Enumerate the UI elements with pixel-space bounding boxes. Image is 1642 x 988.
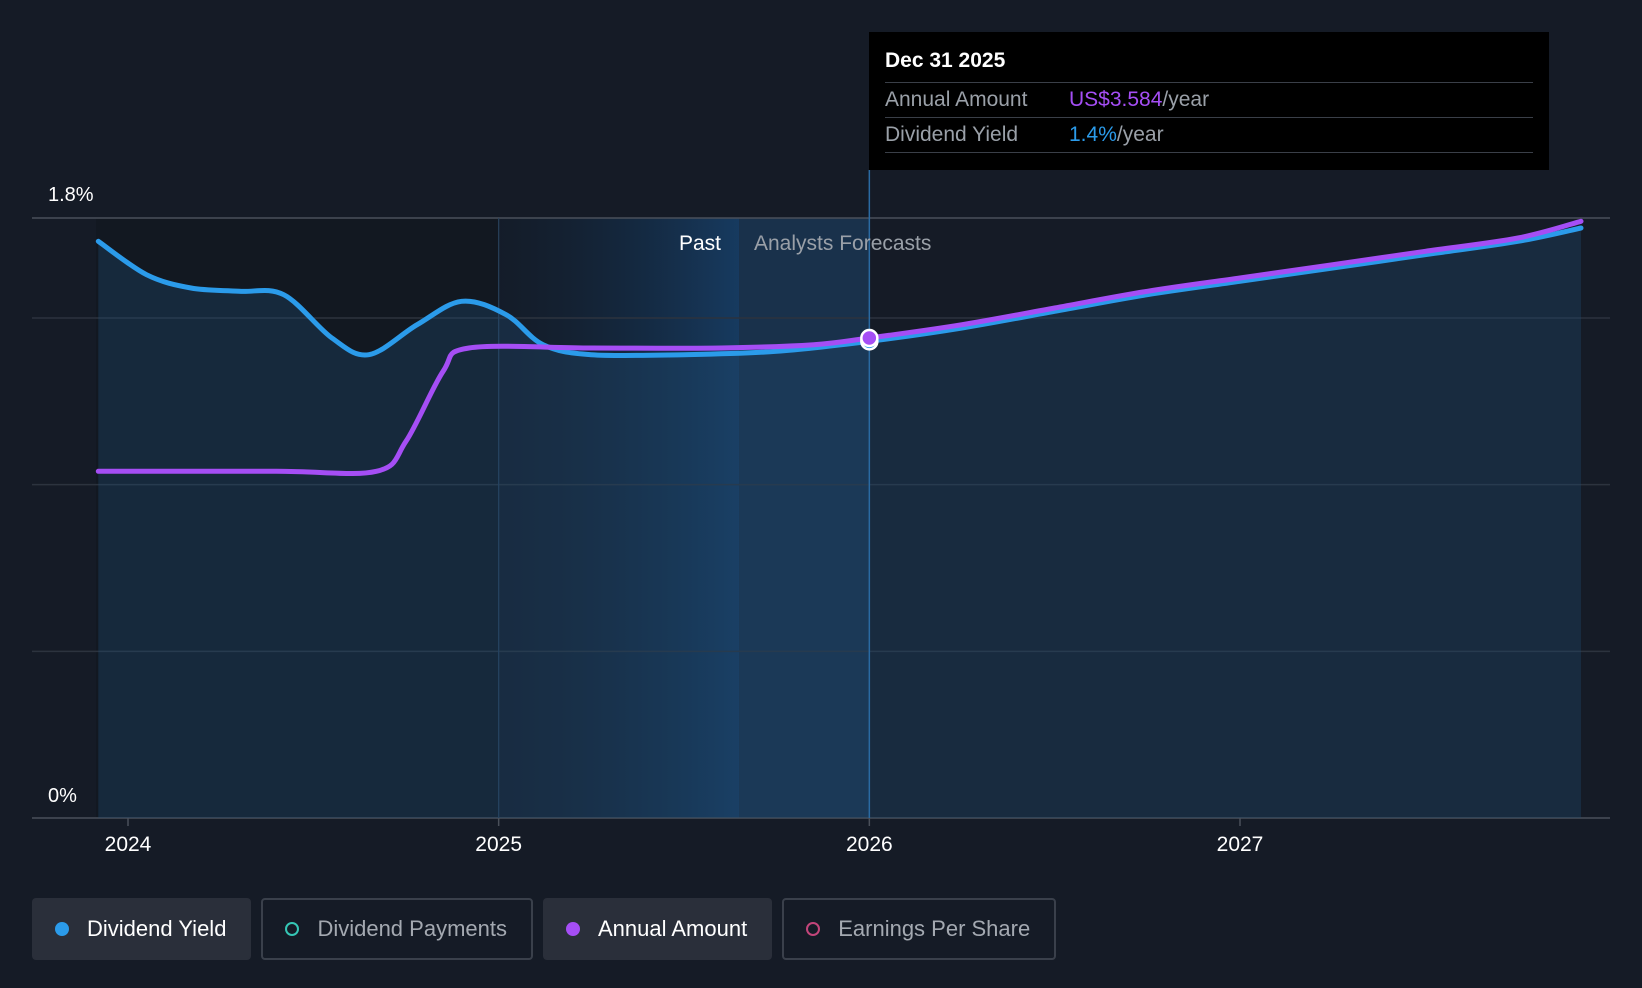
legend-label: Earnings Per Share	[838, 916, 1031, 941]
x-tick-label: 2027	[1217, 833, 1264, 856]
tooltip-key: Annual Amount	[885, 88, 1028, 111]
tooltip-row-annual-amount: Annual Amount US$3.584 /year	[885, 83, 1533, 118]
legend-dot-icon	[55, 922, 69, 936]
x-tick-label: 2024	[105, 833, 152, 856]
tooltip-value: 1.4%	[1069, 123, 1117, 146]
tooltip-row-dividend-yield: Dividend Yield 1.4% /year	[885, 118, 1533, 153]
tooltip-unit: /year	[1162, 88, 1210, 111]
legend-earnings-per-share[interactable]: Earnings Per Share	[782, 898, 1057, 960]
tooltip-key: Dividend Yield	[885, 123, 1019, 146]
legend-label: Dividend Payments	[317, 916, 507, 941]
legend-dot-icon	[565, 922, 580, 936]
tooltip-unit: /year	[1116, 123, 1164, 146]
legend-ring-icon	[285, 922, 300, 936]
legend-ring-icon	[806, 922, 821, 936]
tooltip-value: US$3.584	[1069, 88, 1163, 111]
dividend-yield-area	[98, 228, 1581, 818]
y-tick-bottom: 0%	[48, 785, 77, 807]
x-axis: 2024 2025 2026 2027	[105, 818, 1264, 856]
legend-dividend-payments[interactable]: Dividend Payments	[261, 898, 533, 960]
legend-label: Annual Amount	[597, 916, 748, 941]
x-tick-label: 2025	[475, 833, 522, 856]
tooltip: Dec 31 2025 Annual Amount US$3.584 /year…	[869, 32, 1549, 170]
analysts-forecasts-label: Analysts Forecasts	[754, 232, 931, 255]
legend: Dividend Yield Dividend Payments Annual …	[32, 898, 1057, 960]
legend-label: Dividend Yield	[87, 916, 227, 941]
y-tick-top: 1.8%	[48, 184, 94, 206]
tooltip-date: Dec 31 2025	[885, 46, 1533, 83]
annual-amount-line	[95, 218, 1584, 477]
legend-dividend-yield[interactable]: Dividend Yield	[32, 898, 252, 960]
grid-lines	[32, 217, 1610, 819]
dividend-yield-line	[95, 225, 1584, 359]
annual-amount-marker[interactable]	[860, 328, 879, 348]
past-label: Past	[679, 232, 721, 255]
legend-annual-amount[interactable]: Annual Amount	[542, 898, 773, 960]
x-tick-label: 2026	[846, 833, 893, 856]
